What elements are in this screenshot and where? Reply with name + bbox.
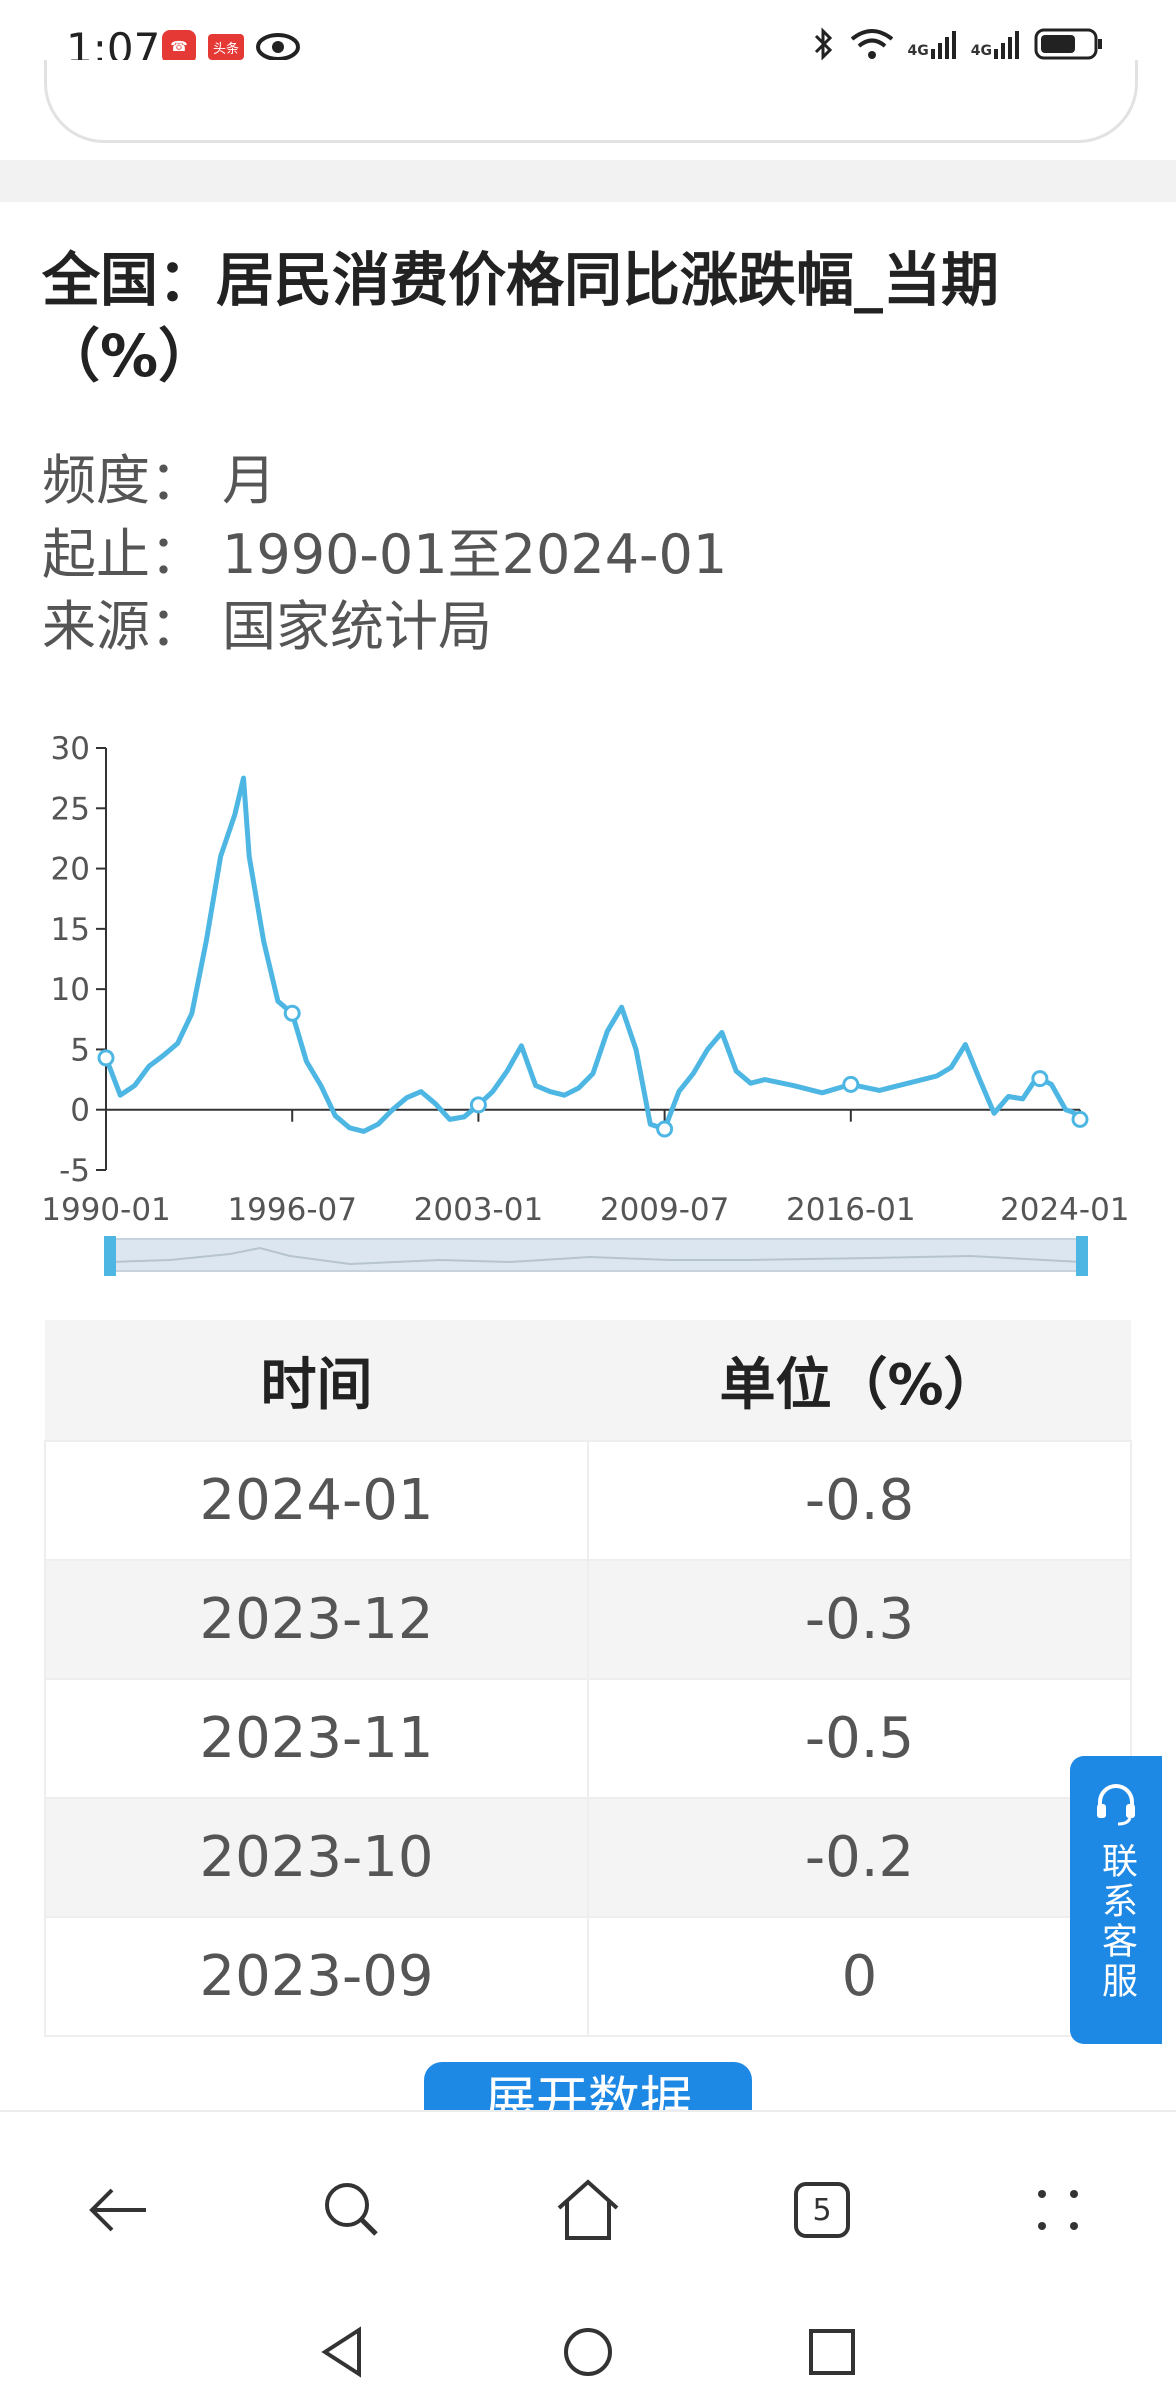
status-bar: 1:07 ☎ 头条 4G 4G — [0, 0, 1176, 96]
cell-time: 2023-10 — [44, 1797, 589, 1918]
data-point-marker — [1071, 1110, 1089, 1128]
battery-icon — [1034, 28, 1102, 60]
cell-time: 2023-12 — [44, 1559, 589, 1680]
y-tick-label: 25 — [51, 791, 90, 827]
section-divider — [0, 160, 1176, 202]
column-header-value: 单位（%） — [588, 1320, 1131, 1441]
data-point-marker — [1031, 1070, 1049, 1088]
table-row: 2024-01 -0.8 — [44, 1440, 1132, 1561]
signal-4g-icon-2: 4G — [971, 29, 1020, 59]
browser-bottom-bar: 5 — [0, 2110, 1176, 2402]
bluetooth-icon — [814, 27, 832, 61]
table-header-row: 时间 单位（%） — [45, 1320, 1131, 1441]
y-tick-label: 0 — [70, 1093, 90, 1129]
y-tick-label: -5 — [59, 1153, 90, 1189]
table-row: 2023-10 -0.2 — [44, 1797, 1132, 1918]
wifi-icon — [850, 29, 893, 59]
customer-service-label: 联系客服 — [1096, 1842, 1137, 2002]
table-row: 2023-11 -0.5 — [44, 1678, 1132, 1799]
cell-value: -0.8 — [587, 1440, 1132, 1561]
system-home-button[interactable] — [558, 2322, 618, 2382]
slider-end-handle[interactable] — [1076, 1236, 1088, 1276]
cell-value: -0.2 — [587, 1797, 1132, 1918]
headset-icon — [1097, 1784, 1135, 1826]
frequency-value: 月 — [222, 449, 276, 512]
x-tick-label: 1996-07 — [227, 1192, 357, 1228]
square-recents-icon — [809, 2329, 855, 2375]
cell-value: 0 — [587, 1916, 1132, 2037]
column-header-time: 时间 — [45, 1320, 588, 1441]
signal-4g-icon-1: 4G — [908, 29, 957, 59]
toutiao-app-icon: 头条 — [208, 34, 244, 60]
data-point-marker — [842, 1075, 860, 1093]
y-tick-label: 15 — [51, 912, 90, 948]
search-icon — [325, 2183, 378, 2236]
range-label: 起止： — [42, 523, 204, 586]
y-tick-label: 5 — [70, 1032, 90, 1068]
cpi-series-line — [103, 775, 1082, 1134]
table-row: 2023-09 0 — [44, 1916, 1132, 2037]
y-tick-label: 30 — [51, 731, 90, 767]
data-point-marker — [656, 1120, 674, 1138]
range-value: 1990-01至2024-01 — [222, 523, 728, 586]
cell-time: 2023-09 — [44, 1916, 589, 2037]
source-label: 来源： — [42, 595, 204, 658]
frequency-row: 频度： 月 — [42, 436, 276, 515]
more-dots-icon — [1038, 2190, 1078, 2230]
y-tick-label: 10 — [51, 972, 90, 1008]
y-tick-label: 20 — [51, 852, 90, 888]
system-back-button[interactable] — [312, 2322, 372, 2382]
circle-home-icon — [564, 2328, 612, 2376]
x-tick-label: 2003-01 — [414, 1192, 544, 1228]
home-icon — [557, 2179, 619, 2240]
system-icons: 4G 4G — [812, 26, 1104, 62]
system-recents-button[interactable] — [802, 2322, 862, 2382]
slider-start-handle[interactable] — [104, 1236, 116, 1276]
data-point-marker — [469, 1096, 487, 1114]
customer-service-button[interactable]: 联系客服 — [1070, 1756, 1162, 2044]
data-point-marker — [283, 1004, 301, 1022]
range-row: 起止： 1990-01至2024-01 — [42, 510, 727, 589]
eye-icon — [256, 33, 300, 61]
page-title: 全国：居民消费价格同比涨跌幅_当期（%） — [42, 246, 1000, 390]
back-arrow-icon — [89, 2188, 146, 2232]
cell-value: -0.5 — [587, 1678, 1132, 1799]
data-zoom-slider[interactable] — [104, 1236, 1088, 1276]
search-button[interactable] — [312, 2170, 392, 2250]
source-value: 国家统计局 — [222, 595, 492, 658]
slider-preview — [110, 1246, 1082, 1266]
frequency-label: 频度： — [42, 449, 204, 512]
x-tick-label: 2009-07 — [600, 1192, 730, 1228]
source-row: 来源： 国家统计局 — [42, 582, 492, 661]
previous-card-bottom — [44, 60, 1138, 143]
x-tick-label: 2024-01 — [1000, 1192, 1130, 1228]
cell-time: 2024-01 — [44, 1440, 589, 1561]
cell-value: -0.3 — [587, 1559, 1132, 1680]
tabs-count: 5 — [794, 2182, 850, 2238]
data-point-marker — [97, 1049, 115, 1067]
x-tick-label: 2016-01 — [786, 1192, 916, 1228]
browser-nav-row: 5 — [0, 2170, 1176, 2250]
more-menu-button[interactable] — [1018, 2170, 1098, 2250]
x-tick-label: 1990-01 — [41, 1192, 171, 1228]
cell-time: 2023-11 — [44, 1678, 589, 1799]
back-button[interactable] — [78, 2170, 158, 2250]
tabs-button[interactable]: 5 — [782, 2170, 862, 2250]
table-row: 2023-12 -0.3 — [44, 1559, 1132, 1680]
home-button[interactable] — [548, 2170, 628, 2250]
missed-call-icon: ☎ — [162, 30, 196, 64]
notification-icons: ☎ 头条 — [162, 30, 300, 64]
triangle-back-icon — [321, 2326, 361, 2378]
data-table: 时间 单位（%） 2024-01 -0.8 2023-12 -0.3 2023-11… — [44, 1320, 1132, 2037]
